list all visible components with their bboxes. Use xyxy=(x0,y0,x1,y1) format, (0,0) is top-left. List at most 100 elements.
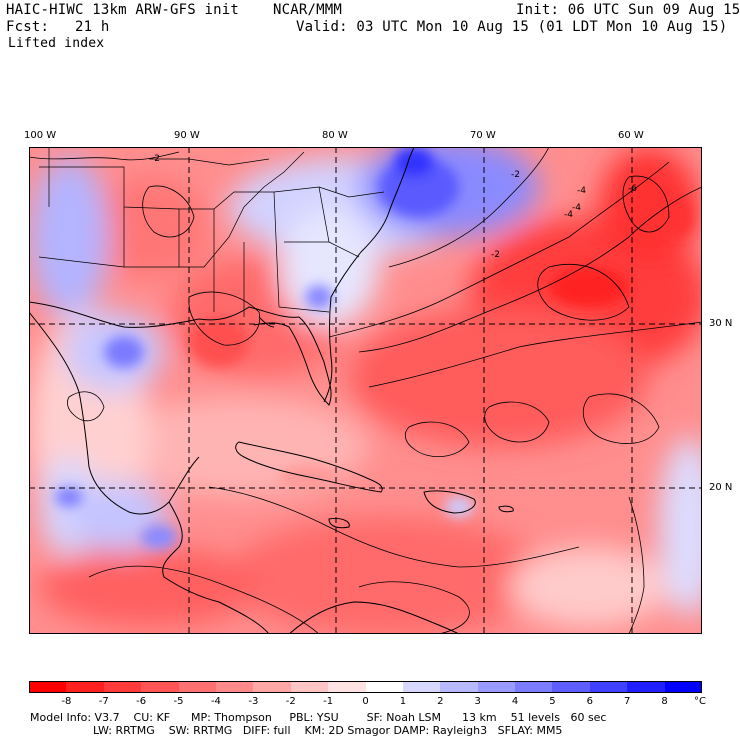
lat-lon-grid xyxy=(29,147,702,634)
lifted-index-map: -2 -4 -4 -6 -2 -4 -2 xyxy=(29,147,702,634)
border-line xyxy=(149,158,270,166)
contour-line xyxy=(358,581,470,634)
contour-line xyxy=(388,147,550,268)
field-blob xyxy=(549,267,629,307)
colorbar-swatch xyxy=(215,681,254,693)
colorbar-tick-label: 8 xyxy=(661,696,668,707)
jamaica xyxy=(328,518,350,529)
forecast-hour: Fcst: 21 h xyxy=(6,19,110,35)
contour-label: -4 xyxy=(572,203,581,213)
colorbar-frame xyxy=(29,681,702,693)
colorbar-tick-label: -2 xyxy=(285,696,296,707)
contour-line xyxy=(537,264,630,321)
contour-line xyxy=(368,321,702,388)
coastlines xyxy=(29,147,514,634)
field-blob xyxy=(189,317,249,367)
lifted-index-field xyxy=(29,147,702,634)
colorbar-swatch xyxy=(664,681,703,693)
lon-label-100w: 100 W xyxy=(24,130,57,141)
field-blob xyxy=(394,147,434,177)
colorbar-tick-label: 6 xyxy=(586,696,594,707)
field-blob xyxy=(445,497,473,517)
colorbar-tick-label: -8 xyxy=(61,696,72,707)
contour-line xyxy=(188,291,261,346)
colorbar-swatch xyxy=(328,681,366,693)
model-title: HAIC-HIWC 13km ARW-GFS init xyxy=(6,2,239,18)
field-name: Lifted index xyxy=(8,36,105,51)
gulf-coast xyxy=(29,301,332,406)
organization-label: NCAR/MMM xyxy=(273,2,343,18)
contour-line xyxy=(208,486,580,568)
colorbar-swatch xyxy=(178,681,217,693)
south-america-coast xyxy=(288,601,460,634)
colorbar-tick-label: 5 xyxy=(549,696,556,707)
model-info-line1: Model Info: V3.7 CU: KF MP: Thompson PBL… xyxy=(30,711,607,724)
colorbar xyxy=(29,681,703,693)
field-blob xyxy=(665,197,693,237)
colorbar-swatch xyxy=(29,681,67,693)
colorbar-tick-label: -4 xyxy=(210,696,221,707)
cuba xyxy=(235,441,383,493)
field-blob xyxy=(104,336,144,368)
contour-labels: -2 -4 -4 -6 -2 -4 -2 xyxy=(151,154,637,260)
colorbar-swatch xyxy=(440,681,479,693)
colorbar-tick-label: -6 xyxy=(136,696,147,707)
field-blob xyxy=(599,147,699,267)
contour-line xyxy=(358,186,702,353)
colorbar-tick-label: -1 xyxy=(323,696,334,707)
contours xyxy=(29,147,702,634)
contour-line xyxy=(484,401,550,443)
valid-time: Valid: 03 UTC Mon 10 Aug 15 (01 LDT Mon … xyxy=(296,19,728,35)
contour-line xyxy=(88,565,320,634)
field-blob xyxy=(29,157,109,317)
colorbar-swatch xyxy=(253,681,292,693)
central-america-coast xyxy=(162,501,270,634)
border-line xyxy=(39,151,305,268)
contour-line xyxy=(67,391,105,422)
lat-label-20n: 20 N xyxy=(709,482,733,493)
colorbar-tick-label: 2 xyxy=(437,696,444,707)
colorbar-swatch xyxy=(103,681,142,693)
colorbar-tick-label: -7 xyxy=(98,696,109,707)
field-blob xyxy=(229,517,549,634)
field-blob xyxy=(659,437,702,617)
colorbar-tick-label: -3 xyxy=(248,696,259,707)
colorbar-swatch xyxy=(290,681,329,693)
model-info-line2: LW: RRTMG SW: RRTMG DIFF: full KM: 2D Sm… xyxy=(30,724,563,737)
colorbar-swatch xyxy=(66,681,105,693)
colorbar-tick-label: °C xyxy=(694,696,706,707)
contour-label: -4 xyxy=(564,210,573,220)
contour-label: -2 xyxy=(511,170,520,180)
contour-label: -4 xyxy=(577,186,586,196)
contour-line xyxy=(628,496,645,634)
init-time: Init: 06 UTC Sun 09 Aug 15 xyxy=(516,2,740,18)
border-line xyxy=(213,191,330,317)
contour-line xyxy=(622,175,670,233)
colorbar-swatch xyxy=(515,681,553,693)
colorbar-swatch xyxy=(365,681,404,693)
contour-line xyxy=(404,421,470,458)
colorbar-tick-label: 1 xyxy=(399,696,407,707)
hispaniola xyxy=(423,490,476,514)
colorbar-tick-label: 4 xyxy=(511,696,519,707)
puerto-rico xyxy=(498,505,514,513)
border-line xyxy=(38,147,125,268)
mississippi-delta xyxy=(258,316,275,328)
colorbar-tick-label: 0 xyxy=(362,696,369,707)
colorbar-swatch xyxy=(552,681,591,693)
field-blob xyxy=(39,547,259,627)
map-canvas: -2 -4 -4 -6 -2 -4 -2 xyxy=(29,147,702,634)
contour-line xyxy=(582,393,660,444)
atlantic-coast xyxy=(323,147,415,403)
colorbar-tick-label: 3 xyxy=(474,696,481,707)
colorbar-swatch xyxy=(589,681,628,693)
map-frame xyxy=(29,147,702,634)
lon-label-70w: 70 W xyxy=(470,130,496,141)
field-blob xyxy=(279,207,379,327)
colorbar-tick-label: -5 xyxy=(173,696,184,707)
lon-label-80w: 80 W xyxy=(322,130,348,141)
field-blob xyxy=(379,157,459,217)
border-line xyxy=(284,186,360,258)
colorbar-swatch xyxy=(141,681,180,693)
lifted-index-detail xyxy=(55,147,693,549)
